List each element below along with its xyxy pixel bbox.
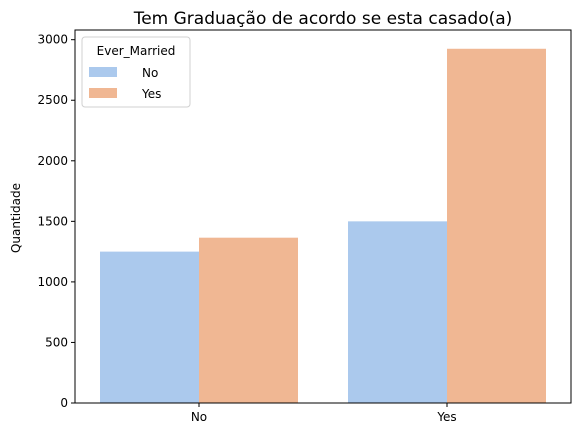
legend-swatch [89,67,117,77]
bar [100,251,199,403]
legend-swatch [89,88,117,98]
legend-label: Yes [141,87,161,101]
y-axis-label: Quantidade [9,183,23,253]
y-axis: 0 500 1000 1500 2000 2500 3000 [37,33,75,410]
bar [348,221,447,403]
legend: Ever_Married No Yes [81,36,191,108]
y-tick-label: 3000 [37,33,68,47]
y-tick-label: 2500 [37,93,68,107]
x-tick-label: Yes [436,410,456,424]
y-tick-label: 0 [60,396,68,410]
bar [199,237,298,403]
y-tick-label: 1000 [37,275,68,289]
bars-group [100,48,546,403]
x-tick-label: No [191,410,207,424]
plot-frame [74,29,572,404]
y-tick-label: 1500 [37,214,68,228]
y-tick-label: 2000 [37,154,68,168]
legend-title: Ever_Married [97,44,176,58]
chart-title: Tem Graduação de acordo se esta casado(a… [133,9,513,29]
x-axis: No Yes [191,403,457,424]
y-tick-label: 500 [45,335,68,349]
bar [447,48,546,403]
legend-label: No [142,66,158,80]
